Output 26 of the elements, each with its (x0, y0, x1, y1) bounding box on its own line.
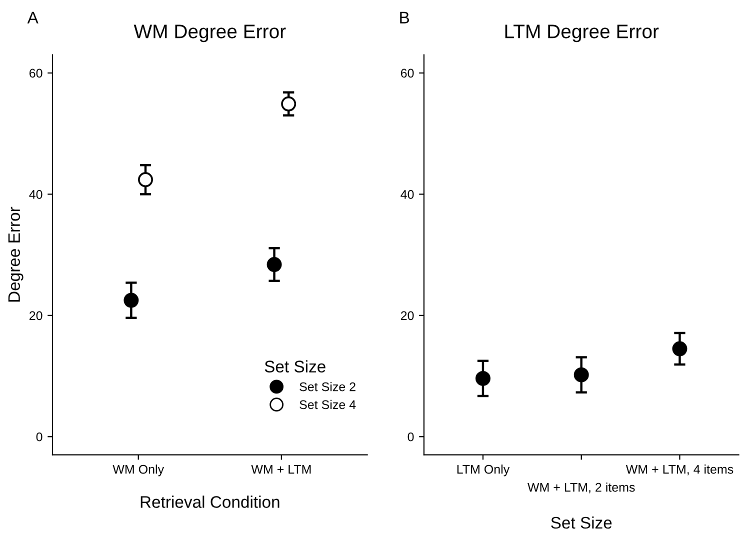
y-tick-label: 20 (400, 311, 414, 320)
y-axis-title: Degree Error (8, 206, 24, 302)
y-tick-label: 20 (30, 311, 42, 320)
x-tick-label: WM Only (112, 464, 164, 476)
point (574, 367, 589, 382)
y-tick-label: 0 (408, 432, 414, 442)
y-tick-label: 40 (400, 190, 414, 199)
y-tick-label: 0 (36, 432, 42, 442)
chart-title: WM Degree Error (134, 24, 286, 42)
x-tick-label: LTM Only (457, 464, 510, 476)
x-tick-label: WM + LTM (251, 465, 311, 474)
chart-title: LTM Degree Error (505, 24, 659, 42)
legend-label: Set Size 2 (300, 382, 356, 392)
x-tick-label: WM + LTM, 2 items (528, 482, 635, 494)
legend-label: Set Size 4 (300, 400, 356, 410)
y-tick-label: 60 (400, 68, 414, 78)
text: B (400, 12, 410, 24)
point (475, 370, 490, 386)
legend-title: Set Size (264, 360, 326, 372)
y-tick-label: 60 (30, 68, 42, 78)
y-tick-label: 40 (29, 190, 42, 199)
x-tick-label: WM + LTM, 4 items (626, 464, 734, 476)
x-axis-title: Set Size (551, 516, 612, 529)
text: A (27, 12, 38, 24)
x-axis-title: Retrieval Condition (140, 496, 280, 508)
point (672, 341, 688, 356)
